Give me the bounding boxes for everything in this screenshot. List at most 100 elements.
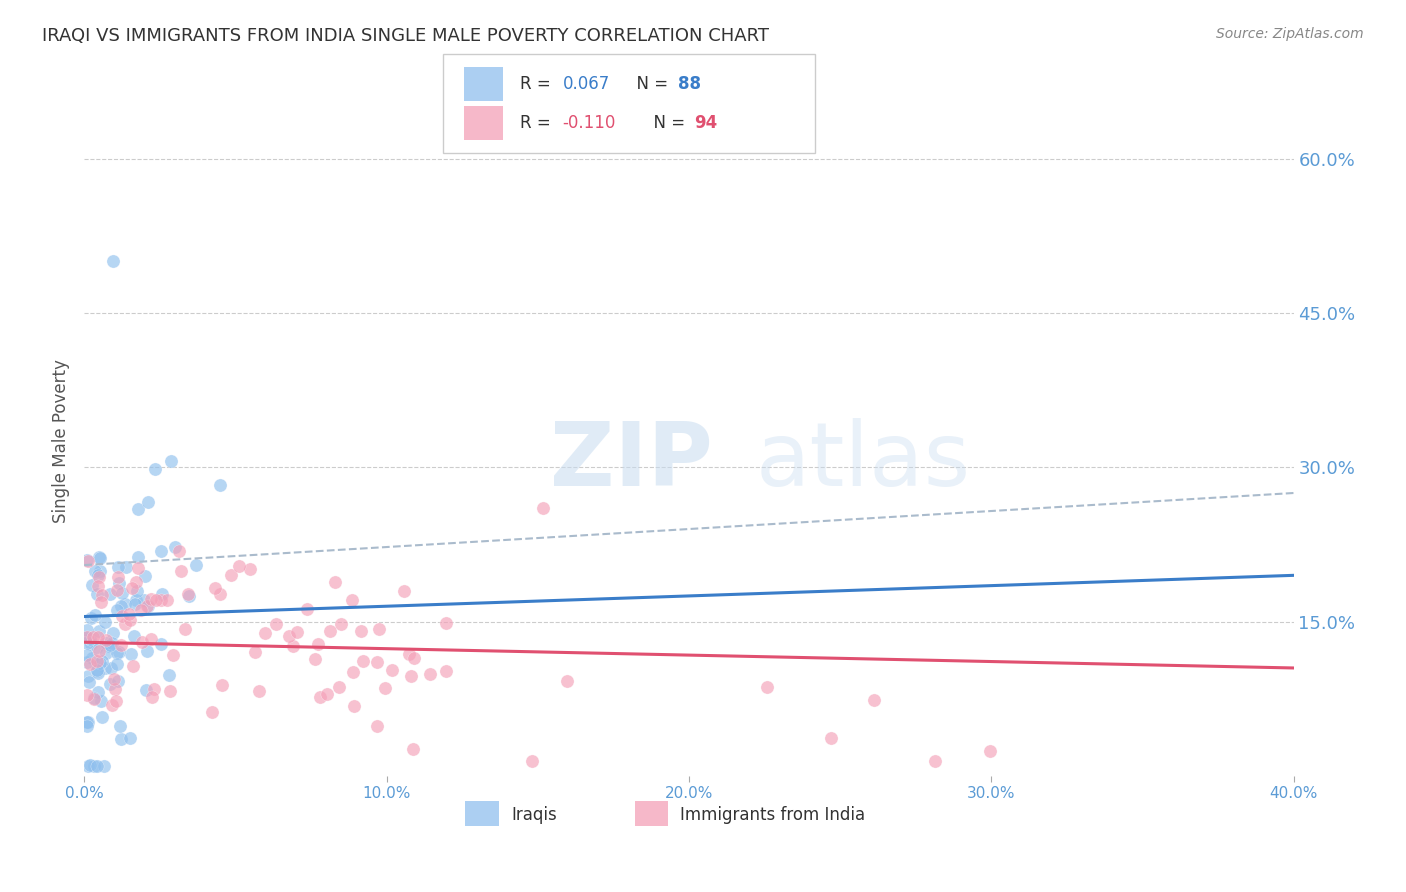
- Point: [219, 568, 242, 582]
- Point: [156, 592, 179, 607]
- Point: [100, 661, 122, 675]
- Point: [264, 616, 287, 631]
- Text: Iraqis: Iraqis: [512, 805, 557, 824]
- Point: [87, 549, 110, 564]
- Point: [87, 644, 110, 658]
- Point: [366, 656, 388, 670]
- Point: [555, 673, 578, 688]
- Point: [157, 668, 180, 682]
- Point: [149, 544, 172, 558]
- Point: [368, 622, 391, 636]
- Point: [174, 622, 197, 636]
- Point: [107, 673, 129, 688]
- Point: [94, 661, 117, 675]
- Text: 88: 88: [678, 75, 700, 93]
- Point: [204, 581, 226, 595]
- Point: [101, 636, 124, 650]
- Point: [86, 586, 108, 600]
- Point: [979, 744, 1001, 758]
- Point: [80, 636, 103, 650]
- Point: [340, 593, 363, 607]
- Point: [211, 678, 233, 692]
- Text: N =: N =: [626, 75, 673, 93]
- Point: [76, 623, 98, 637]
- Point: [108, 645, 131, 659]
- Point: [125, 575, 148, 590]
- Point: [143, 462, 166, 476]
- Point: [118, 613, 141, 627]
- Point: [104, 693, 127, 707]
- Point: [115, 560, 138, 574]
- Point: [138, 599, 160, 613]
- Point: [100, 586, 122, 600]
- Text: R =: R =: [520, 75, 557, 93]
- Point: [96, 636, 118, 650]
- Point: [87, 685, 110, 699]
- Point: [134, 568, 156, 582]
- Point: [110, 599, 132, 613]
- Point: [118, 607, 141, 622]
- Point: [82, 578, 104, 592]
- Point: [110, 731, 132, 746]
- Point: [101, 626, 124, 640]
- Point: [76, 715, 98, 730]
- Point: [277, 629, 299, 643]
- Point: [127, 561, 149, 575]
- Point: [135, 644, 157, 658]
- Point: [76, 655, 98, 669]
- Point: [239, 562, 262, 576]
- Point: [177, 587, 200, 601]
- Point: [79, 757, 101, 772]
- Point: [105, 657, 128, 672]
- Point: [87, 630, 110, 644]
- Point: [91, 588, 114, 602]
- Text: atlas: atlas: [755, 418, 970, 505]
- Point: [304, 651, 326, 665]
- Point: [101, 254, 124, 268]
- Point: [82, 650, 104, 665]
- Point: [308, 690, 330, 705]
- Point: [103, 672, 125, 686]
- Point: [98, 639, 121, 653]
- Point: [170, 564, 193, 578]
- Point: [184, 558, 207, 572]
- Point: [756, 680, 779, 694]
- Point: [90, 595, 112, 609]
- Point: [124, 630, 146, 644]
- Point: [125, 584, 148, 599]
- Point: [111, 609, 134, 624]
- Point: [86, 579, 108, 593]
- Point: [135, 682, 157, 697]
- Point: [89, 550, 111, 565]
- Point: [76, 630, 98, 644]
- Y-axis label: Single Male Poverty: Single Male Poverty: [52, 359, 70, 524]
- Point: [101, 698, 124, 712]
- Point: [76, 554, 98, 568]
- Point: [104, 682, 127, 697]
- Text: 0.067: 0.067: [562, 75, 610, 93]
- Point: [83, 564, 105, 578]
- Point: [125, 593, 148, 607]
- Point: [531, 501, 554, 516]
- Point: [319, 624, 342, 639]
- Point: [136, 599, 159, 614]
- Point: [87, 570, 110, 584]
- Point: [159, 684, 181, 698]
- Point: [522, 754, 544, 768]
- Point: [100, 677, 122, 691]
- Text: N =: N =: [643, 114, 690, 132]
- Point: [105, 646, 128, 660]
- Point: [76, 669, 98, 683]
- Point: [401, 741, 423, 756]
- Point: [105, 583, 128, 598]
- Point: [139, 632, 162, 646]
- FancyBboxPatch shape: [634, 801, 668, 826]
- Point: [77, 675, 100, 690]
- Point: [124, 597, 146, 611]
- Point: [83, 691, 105, 706]
- Point: [820, 731, 842, 746]
- FancyBboxPatch shape: [465, 801, 499, 826]
- Point: [399, 669, 422, 683]
- Point: [76, 636, 98, 650]
- Point: [381, 663, 404, 677]
